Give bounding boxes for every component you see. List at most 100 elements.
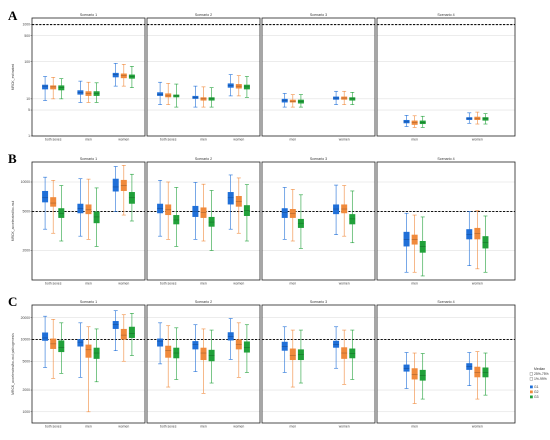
x-tick-label: men xyxy=(200,425,207,429)
box-g1 xyxy=(466,112,473,124)
iqr-box xyxy=(112,321,119,329)
iqr-box xyxy=(192,205,199,217)
iqr-box xyxy=(173,215,180,225)
box-g1 xyxy=(157,81,164,105)
iqr-box xyxy=(120,328,127,340)
panel-frame xyxy=(376,161,516,281)
iqr-box xyxy=(77,90,84,95)
y-tick-label: 5 xyxy=(28,108,30,112)
box-g3 xyxy=(58,322,65,374)
iqr-box xyxy=(474,227,481,240)
panel-frame xyxy=(376,304,516,424)
x-tick-label: men xyxy=(85,138,92,142)
box-g3 xyxy=(297,194,304,249)
iqr-box xyxy=(165,204,172,216)
box-g2 xyxy=(50,319,57,379)
iqr-box xyxy=(419,120,426,125)
iqr-box xyxy=(281,341,288,351)
x-tick-label: women xyxy=(118,138,129,142)
y-tick-label: 1000 xyxy=(22,23,30,27)
iqr-box xyxy=(466,363,473,370)
panel-frame xyxy=(31,161,146,281)
legend-swatch-g2 xyxy=(530,390,533,394)
panel-title: Scenario 4 xyxy=(437,300,454,304)
iqr-box xyxy=(403,231,410,247)
box-g1 xyxy=(77,80,84,103)
panel-frame xyxy=(261,17,376,137)
iqr-box xyxy=(192,341,199,350)
legend-swatch-g1 xyxy=(530,385,533,389)
box-g2 xyxy=(120,64,127,87)
box-g1 xyxy=(281,93,288,108)
iqr-box xyxy=(243,341,250,353)
iqr-box xyxy=(50,197,57,207)
iqr-box xyxy=(289,348,296,361)
box-g3 xyxy=(297,94,304,108)
iqr-box xyxy=(200,97,207,101)
box-g3 xyxy=(243,76,250,98)
x-tick-label: women xyxy=(233,282,244,286)
y-tick-label: 5000 xyxy=(22,359,30,363)
box-g3 xyxy=(128,313,135,356)
box-g2 xyxy=(165,83,172,105)
iqr-box xyxy=(58,85,65,91)
iqr-box xyxy=(411,120,418,125)
legend-item: 1%-99% xyxy=(534,377,547,381)
box-g3 xyxy=(93,82,100,103)
iqr-box xyxy=(411,234,418,245)
box-g2 xyxy=(120,165,127,216)
box-g1 xyxy=(112,310,119,351)
iqr-box xyxy=(157,338,164,347)
iqr-box xyxy=(208,97,215,101)
row-label-c: C xyxy=(8,294,17,309)
box-g2 xyxy=(289,189,296,242)
y-tick-label: 1 xyxy=(28,134,30,138)
panel-title: Scenario 2 xyxy=(195,13,212,17)
x-tick-label: women xyxy=(233,138,244,142)
iqr-box xyxy=(297,218,304,228)
box-g3 xyxy=(243,324,250,373)
y-tick-label: 20000 xyxy=(21,316,31,320)
box-g3 xyxy=(419,115,426,128)
iqr-box xyxy=(128,192,135,204)
box-g2 xyxy=(235,322,242,378)
box-g1 xyxy=(333,326,340,369)
box-g2 xyxy=(235,177,242,234)
iqr-box xyxy=(42,84,49,90)
iqr-box xyxy=(466,229,473,240)
y-tick-label: 10000 xyxy=(21,338,31,342)
x-tick-label: both sexes xyxy=(160,282,177,286)
iqr-box xyxy=(200,207,207,218)
iqr-box xyxy=(200,347,207,361)
iqr-box xyxy=(227,192,234,205)
box-g3 xyxy=(173,327,180,380)
panel-frame xyxy=(261,304,376,424)
panel-a-3: Scenario 3 men women xyxy=(261,13,376,142)
y-tick-label: 2000 xyxy=(22,388,30,392)
x-tick-label: men xyxy=(411,425,418,429)
x-tick-label: women xyxy=(118,282,129,286)
box-g2 xyxy=(50,180,57,234)
row-label-a: A xyxy=(8,8,18,23)
x-tick-label: both sexes xyxy=(160,425,177,429)
x-tick-label: men xyxy=(85,282,92,286)
box-g1 xyxy=(42,176,49,230)
box-g3 xyxy=(419,353,426,400)
iqr-box xyxy=(403,364,410,372)
legend-item-g3: G3 xyxy=(534,395,539,399)
panel-frame xyxy=(261,161,376,281)
iqr-box xyxy=(341,347,348,359)
box-g3 xyxy=(173,83,180,108)
iqr-box xyxy=(281,208,288,218)
box-g1 xyxy=(281,326,288,373)
box-g2 xyxy=(120,314,127,362)
chart-row-a: MRCK_estimated 1000 500 100 10 5 1 Scenario 1 bo… xyxy=(11,13,516,142)
y-axis-label: MRCK_accelerated/bc-mul xyxy=(11,200,15,241)
box-g2 xyxy=(200,183,207,242)
box-g2 xyxy=(341,90,348,105)
legend-item: 25%-75% xyxy=(534,372,549,376)
panel-frame xyxy=(146,17,261,137)
box-g3 xyxy=(173,187,180,247)
box-g1 xyxy=(227,174,234,230)
